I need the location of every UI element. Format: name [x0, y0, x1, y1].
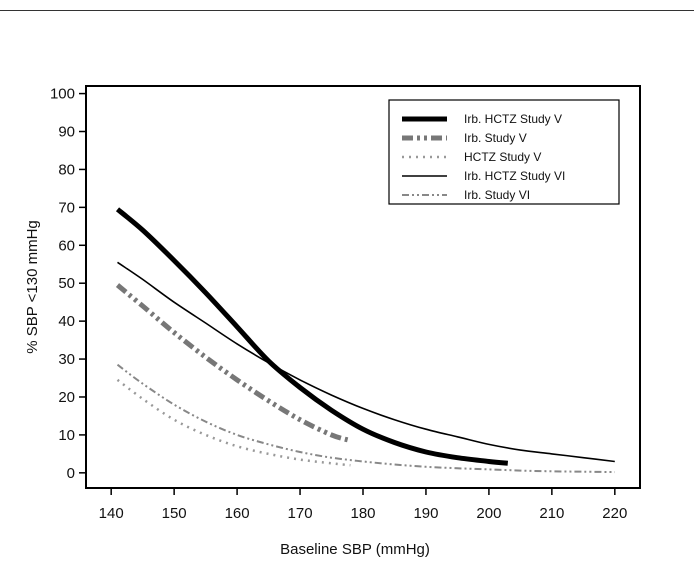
x-tick-label: 160 [225, 505, 250, 522]
x-tick-label: 210 [539, 505, 564, 522]
legend-label-3: HCTZ Study V [464, 150, 541, 164]
y-axis-title: % SBP <130 mmHg [24, 220, 41, 354]
y-tick-label: 60 [58, 237, 75, 254]
series-line-3 [116, 378, 351, 467]
x-axis-title: Baseline SBP (mmHg) [280, 541, 430, 558]
x-tick-label: 200 [476, 505, 501, 522]
legend-label-4: Irb. HCTZ Study VI [464, 169, 565, 183]
series-line-1 [115, 207, 509, 466]
series-layer [115, 207, 615, 474]
y-tick-label: 0 [67, 465, 75, 482]
legend-label-2: Irb. Study V [464, 131, 527, 145]
series-line-5 [116, 363, 615, 474]
x-tick-label: 220 [602, 505, 627, 522]
x-axis-ticks: 140 150 160 170 180 190 200 210 220 [99, 488, 627, 522]
y-tick-label: 40 [58, 313, 75, 330]
y-tick-label: 80 [58, 161, 75, 178]
y-tick-label: 70 [58, 199, 75, 216]
y-tick-label: 90 [58, 124, 75, 141]
x-tick-label: 150 [162, 505, 187, 522]
y-tick-label: 10 [58, 427, 75, 444]
x-tick-label: 170 [288, 505, 313, 522]
x-tick-label: 190 [413, 505, 438, 522]
legend-label-1: Irb. HCTZ Study V [464, 112, 562, 126]
y-tick-label: 100 [50, 86, 75, 103]
legend: Irb. HCTZ Study V Irb. Study V HCTZ Study … [388, 99, 620, 205]
x-tick-label: 180 [350, 505, 375, 522]
x-tick-label: 140 [99, 505, 124, 522]
y-tick-label: 20 [58, 389, 75, 406]
legend-label-5: Irb. Study VI [464, 188, 530, 202]
series-line-2 [115, 283, 352, 444]
top-rule [0, 10, 694, 11]
y-tick-label: 50 [58, 275, 75, 292]
y-tick-label: 30 [58, 351, 75, 368]
y-axis-ticks: 0 10 20 30 40 50 60 70 80 90 100 [50, 86, 86, 482]
series-line-4 [117, 261, 615, 463]
